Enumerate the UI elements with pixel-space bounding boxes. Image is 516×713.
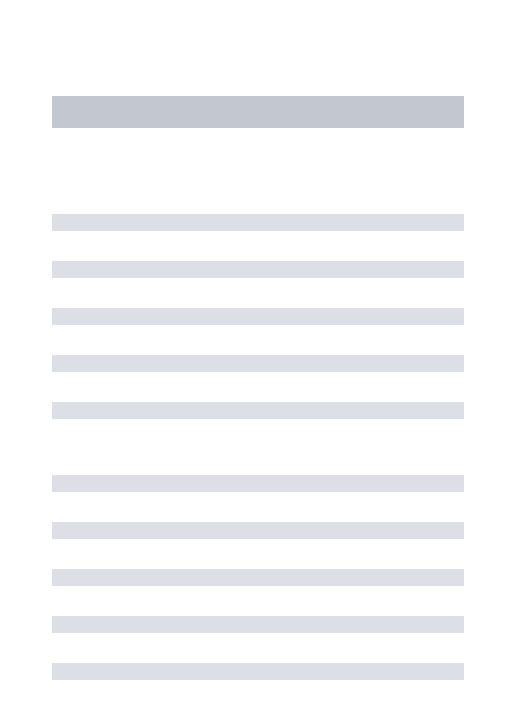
skeleton-gap: [52, 128, 464, 214]
skeleton-group-1: [52, 214, 464, 419]
skeleton-page: [0, 0, 516, 680]
skeleton-header-bar: [52, 96, 464, 128]
skeleton-line: [52, 214, 464, 231]
skeleton-line: [52, 663, 464, 680]
skeleton-line: [52, 569, 464, 586]
skeleton-line: [52, 616, 464, 633]
skeleton-line: [52, 355, 464, 372]
skeleton-gap: [52, 419, 464, 475]
skeleton-line: [52, 475, 464, 492]
skeleton-line: [52, 308, 464, 325]
skeleton-line: [52, 261, 464, 278]
skeleton-line: [52, 522, 464, 539]
skeleton-line: [52, 402, 464, 419]
skeleton-group-2: [52, 475, 464, 680]
